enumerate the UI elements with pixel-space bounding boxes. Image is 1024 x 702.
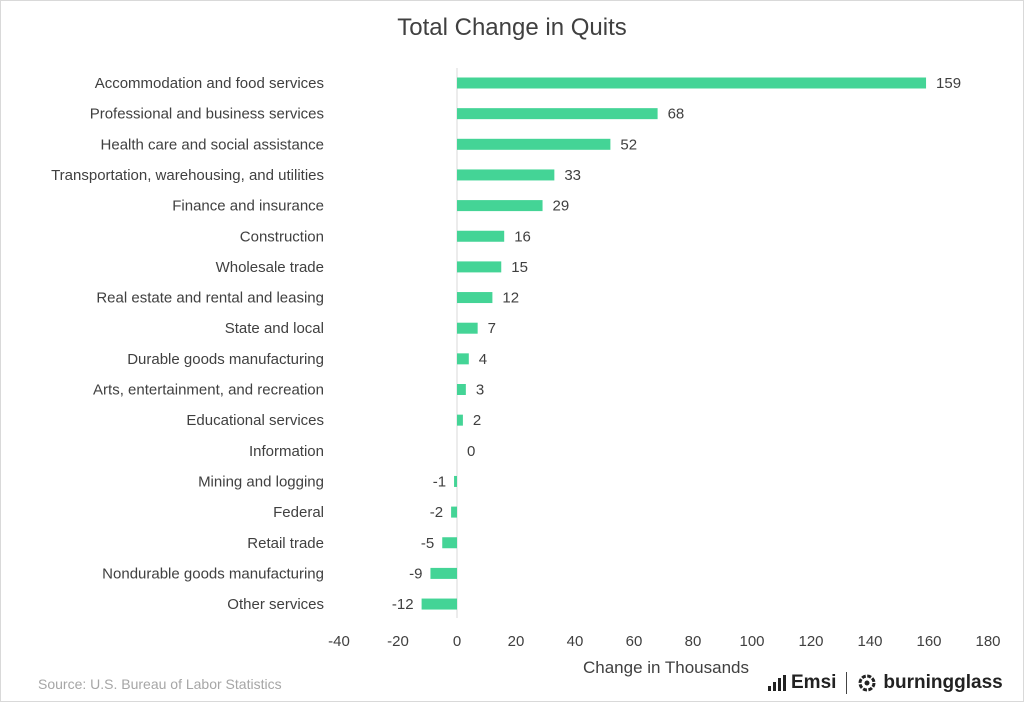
x-tick-label: -20 [387, 633, 409, 650]
category-label: Construction [240, 228, 324, 245]
category-label: Other services [227, 596, 324, 613]
bar [457, 414, 463, 426]
category-label: State and local [225, 320, 324, 337]
burningglass-ring-icon [858, 674, 876, 692]
bar [457, 322, 478, 334]
bar [454, 475, 457, 487]
data-label: 4 [479, 351, 487, 368]
data-label: -12 [392, 596, 414, 613]
x-tick-label: 140 [857, 633, 882, 650]
logo-divider [846, 672, 848, 694]
emsi-logo-text: Emsi [791, 672, 837, 693]
bar [430, 567, 457, 579]
data-label: 3 [476, 382, 484, 399]
emsi-logo: Emsi [768, 672, 836, 694]
data-label: 68 [668, 106, 685, 123]
x-tick-label: 60 [626, 633, 643, 650]
data-label: 2 [473, 412, 481, 429]
category-label: Wholesale trade [216, 259, 324, 276]
x-tick-label: -40 [328, 633, 350, 650]
x-tick-label: 180 [975, 633, 1000, 650]
data-label: -2 [430, 504, 443, 521]
x-tick-label: 20 [508, 633, 525, 650]
category-label: Nondurable goods manufacturing [102, 565, 324, 582]
x-tick-label: 0 [453, 633, 461, 650]
bar [457, 261, 502, 273]
burningglass-logo: burningglass [857, 672, 1003, 694]
data-label: 52 [620, 136, 637, 153]
data-label: -1 [433, 473, 446, 490]
category-label: Real estate and rental and leasing [96, 290, 324, 307]
x-axis-title: Change in Thousands [583, 658, 749, 677]
burningglass-logo-text: burningglass [883, 672, 1003, 693]
logo-bar: Emsi burningglass [768, 670, 1003, 696]
bar [451, 506, 457, 518]
bar [457, 108, 658, 120]
category-label: Mining and logging [198, 473, 324, 490]
data-label: -9 [409, 565, 422, 582]
data-label: 159 [936, 75, 961, 92]
x-tick-label: 160 [916, 633, 941, 650]
data-label: 15 [511, 259, 528, 276]
category-label: Durable goods manufacturing [127, 351, 324, 368]
x-tick-label: 100 [739, 633, 764, 650]
data-label: -5 [421, 535, 434, 552]
bar [457, 138, 611, 150]
x-tick-label: 80 [685, 633, 702, 650]
category-label: Federal [273, 504, 324, 521]
category-label: Transportation, warehousing, and utiliti… [51, 167, 324, 184]
source-note: Source: U.S. Bureau of Labor Statistics [38, 676, 282, 692]
data-label: 12 [502, 290, 519, 307]
category-label: Accommodation and food services [95, 75, 324, 92]
bar [457, 353, 469, 365]
bar [457, 77, 927, 89]
category-label: Information [249, 443, 324, 460]
data-label: 0 [467, 443, 475, 460]
category-label: Health care and social assistance [101, 136, 324, 153]
bar [457, 384, 466, 395]
bar [457, 292, 493, 304]
x-tick-label: 40 [567, 633, 584, 650]
category-label: Arts, entertainment, and recreation [93, 382, 324, 399]
category-label: Finance and insurance [172, 198, 324, 215]
chart-title: Total Change in Quits [397, 14, 627, 41]
category-label: Professional and business services [90, 106, 324, 123]
bar [442, 537, 457, 549]
emsi-bars-icon [768, 675, 786, 691]
bar [421, 598, 457, 610]
bar [457, 169, 555, 181]
category-label: Educational services [186, 412, 324, 429]
data-label: 16 [514, 228, 531, 245]
category-label: Retail trade [247, 535, 324, 552]
data-label: 33 [564, 167, 581, 184]
bar [457, 230, 505, 242]
bar [457, 200, 543, 212]
x-tick-label: 120 [798, 633, 823, 650]
data-label: 29 [553, 198, 570, 215]
data-label: 7 [488, 320, 496, 337]
